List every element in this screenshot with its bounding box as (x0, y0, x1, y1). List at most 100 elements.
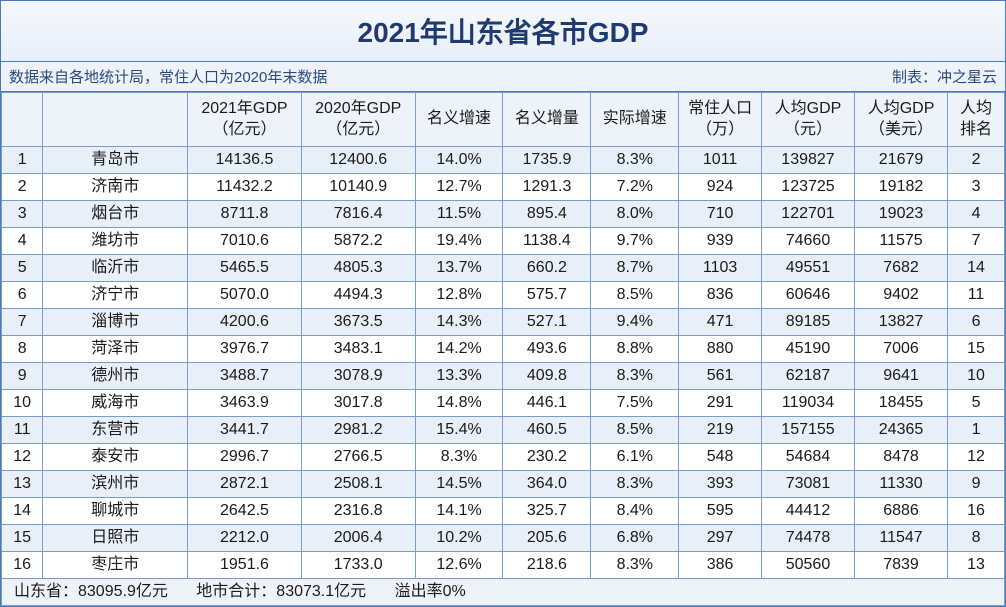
cell-pr: 10 (948, 363, 1005, 390)
cell-pc2: 7682 (855, 255, 948, 282)
cell-gdp20: 3673.5 (301, 309, 415, 336)
cell-city: 日照市 (43, 525, 188, 552)
cell-pop: 595 (679, 498, 762, 525)
cell-gdp21: 2212.0 (188, 525, 302, 552)
cell-rank: 4 (2, 228, 43, 255)
cell-city: 烟台市 (43, 201, 188, 228)
cell-g1: 12.7% (415, 174, 503, 201)
cell-city: 东营市 (43, 417, 188, 444)
cell-rank: 2 (2, 174, 43, 201)
cell-g2: 1735.9 (503, 147, 591, 174)
cell-pr: 16 (948, 498, 1005, 525)
cell-g3: 8.8% (591, 336, 679, 363)
cell-g2: 205.6 (503, 525, 591, 552)
cell-pop: 548 (679, 444, 762, 471)
header-row: 2021年GDP（亿元）2020年GDP（亿元）名义增速名义增量实际增速常住人口… (2, 93, 1005, 147)
cell-pc1: 74660 (761, 228, 854, 255)
cell-pop: 1103 (679, 255, 762, 282)
cell-pc2: 11575 (855, 228, 948, 255)
cell-gdp21: 3441.7 (188, 417, 302, 444)
cell-gdp21: 5070.0 (188, 282, 302, 309)
cell-pc2: 19023 (855, 201, 948, 228)
cell-g1: 19.4% (415, 228, 503, 255)
cell-rank: 15 (2, 525, 43, 552)
cell-g2: 460.5 (503, 417, 591, 444)
cell-pc1: 74478 (761, 525, 854, 552)
cell-g2: 1291.3 (503, 174, 591, 201)
cell-gdp20: 2006.4 (301, 525, 415, 552)
cell-g3: 8.3% (591, 552, 679, 579)
cell-pop: 471 (679, 309, 762, 336)
cell-pc1: 54684 (761, 444, 854, 471)
cell-rank: 9 (2, 363, 43, 390)
cell-gdp21: 8711.8 (188, 201, 302, 228)
cell-gdp21: 1951.6 (188, 552, 302, 579)
cell-g3: 6.8% (591, 525, 679, 552)
cell-pc2: 19182 (855, 174, 948, 201)
cell-pc1: 60646 (761, 282, 854, 309)
cell-gdp20: 2316.8 (301, 498, 415, 525)
col-header-2: 2021年GDP（亿元） (188, 93, 302, 147)
cell-pc1: 139827 (761, 147, 854, 174)
cell-pc2: 18455 (855, 390, 948, 417)
cell-gdp21: 2642.5 (188, 498, 302, 525)
col-header-10: 人均排名 (948, 93, 1005, 147)
cell-pc1: 122701 (761, 201, 854, 228)
cell-g2: 218.6 (503, 552, 591, 579)
cell-rank: 5 (2, 255, 43, 282)
cell-pc1: 50560 (761, 552, 854, 579)
cell-pc2: 6886 (855, 498, 948, 525)
cell-pop: 219 (679, 417, 762, 444)
table-row: 2济南市11432.210140.912.7%1291.37.2%9241237… (2, 174, 1005, 201)
footer-row: 山东省：83095.9亿元 地市合计：83073.1亿元 溢出率0% (2, 579, 1005, 606)
table-row: 12泰安市2996.72766.58.3%230.26.1%5485468484… (2, 444, 1005, 471)
cell-gdp20: 1733.0 (301, 552, 415, 579)
cell-g3: 8.3% (591, 471, 679, 498)
cell-gdp20: 12400.6 (301, 147, 415, 174)
cell-g1: 14.8% (415, 390, 503, 417)
cell-pop: 386 (679, 552, 762, 579)
cell-g2: 446.1 (503, 390, 591, 417)
cell-gdp21: 11432.2 (188, 174, 302, 201)
cell-g1: 14.3% (415, 309, 503, 336)
cell-pc2: 7006 (855, 336, 948, 363)
col-header-3: 2020年GDP（亿元） (301, 93, 415, 147)
cell-gdp21: 3976.7 (188, 336, 302, 363)
cell-city: 潍坊市 (43, 228, 188, 255)
page-title: 2021年山东省各市GDP (1, 1, 1005, 62)
cell-pop: 836 (679, 282, 762, 309)
cell-g1: 15.4% (415, 417, 503, 444)
cell-pc2: 13827 (855, 309, 948, 336)
cell-gdp21: 14136.5 (188, 147, 302, 174)
table-container: 2021年山东省各市GDP 数据来自各地统计局，常住人口为2020年末数据 制表… (0, 0, 1006, 607)
cell-gdp21: 5465.5 (188, 255, 302, 282)
cell-rank: 11 (2, 417, 43, 444)
cell-g2: 325.7 (503, 498, 591, 525)
cell-city: 菏泽市 (43, 336, 188, 363)
table-row: 9德州市3488.73078.913.3%409.88.3%5616218796… (2, 363, 1005, 390)
cell-pr: 12 (948, 444, 1005, 471)
cell-g2: 575.7 (503, 282, 591, 309)
cell-pc1: 73081 (761, 471, 854, 498)
cell-city: 临沂市 (43, 255, 188, 282)
cell-pc2: 11547 (855, 525, 948, 552)
cell-pr: 14 (948, 255, 1005, 282)
cell-city: 济宁市 (43, 282, 188, 309)
cell-g1: 13.7% (415, 255, 503, 282)
cell-pop: 393 (679, 471, 762, 498)
cell-rank: 14 (2, 498, 43, 525)
cell-pc1: 49551 (761, 255, 854, 282)
cell-pc2: 7839 (855, 552, 948, 579)
cell-gdp20: 10140.9 (301, 174, 415, 201)
cell-gdp20: 4494.3 (301, 282, 415, 309)
cell-g1: 13.3% (415, 363, 503, 390)
col-header-4: 名义增速 (415, 93, 503, 147)
cell-city: 泰安市 (43, 444, 188, 471)
cell-pr: 13 (948, 552, 1005, 579)
cell-pc1: 157155 (761, 417, 854, 444)
cell-pc2: 9641 (855, 363, 948, 390)
cell-g2: 493.6 (503, 336, 591, 363)
cell-g3: 9.7% (591, 228, 679, 255)
cell-gdp20: 2508.1 (301, 471, 415, 498)
cell-rank: 1 (2, 147, 43, 174)
